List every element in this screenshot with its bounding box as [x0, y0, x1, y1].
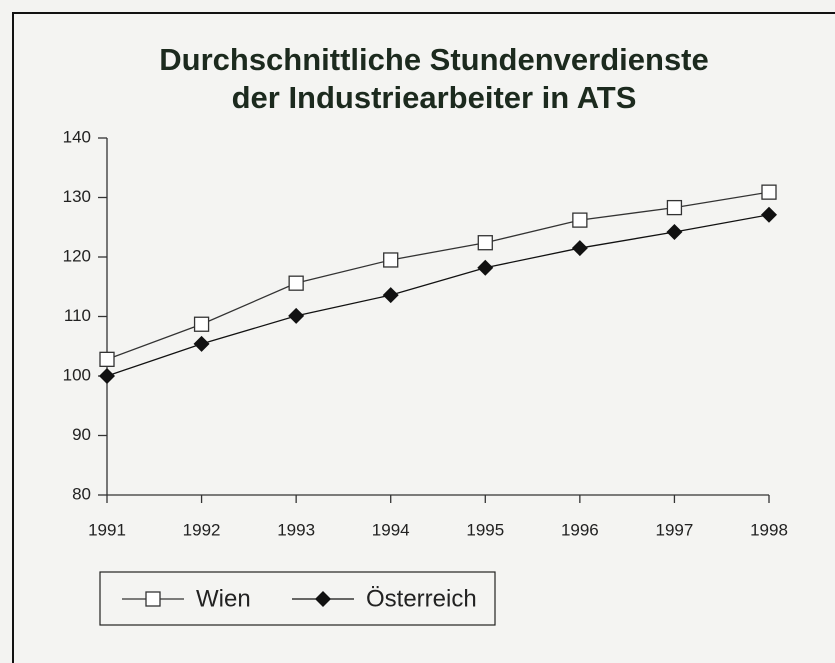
y-tick-label: 120 — [63, 246, 91, 265]
marker — [288, 307, 305, 324]
x-tick-label: 1993 — [277, 520, 315, 539]
x-tick-label: 1992 — [183, 520, 221, 539]
y-tick-label: 80 — [72, 484, 91, 503]
marker — [288, 275, 304, 291]
chart-subtitle: der Industriearbeiter in ATS — [232, 80, 637, 115]
marker — [572, 212, 588, 228]
marker — [99, 351, 115, 367]
legend-label: Österreich — [366, 585, 477, 612]
legend-box — [99, 571, 496, 626]
marker — [145, 591, 161, 607]
x-tick-label: 1991 — [88, 520, 126, 539]
marker — [99, 368, 115, 384]
marker — [382, 287, 399, 304]
legend-label: Wien — [196, 585, 251, 612]
x-tick-label: 1996 — [561, 520, 599, 539]
x-tick-label: 1998 — [750, 520, 788, 539]
y-tick-label: 110 — [64, 306, 91, 325]
y-tick-label: 100 — [63, 365, 91, 384]
marker — [571, 240, 588, 257]
y-tick-label: 130 — [63, 187, 91, 206]
marker — [193, 316, 210, 332]
series-line — [106, 191, 770, 360]
marker — [193, 335, 210, 352]
series-line — [106, 214, 770, 377]
marker — [477, 259, 494, 276]
x-tick-label: 1995 — [466, 520, 504, 539]
chart-title: Durchschnittliche Stundenverdienste — [159, 42, 709, 77]
marker — [477, 235, 493, 251]
x-tick-label: 1994 — [372, 520, 410, 539]
frame — [12, 12, 835, 663]
marker — [666, 224, 683, 241]
marker — [761, 206, 777, 223]
marker — [666, 199, 683, 216]
y-tick-label: 90 — [72, 425, 91, 444]
x-tick-label: 1997 — [656, 520, 694, 539]
marker — [761, 184, 777, 200]
y-tick-label: 140 — [63, 127, 91, 146]
marker — [315, 591, 331, 607]
marker — [383, 252, 399, 268]
